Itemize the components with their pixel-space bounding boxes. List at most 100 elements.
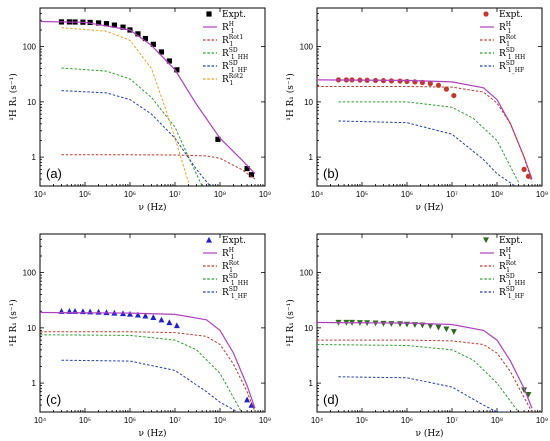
panel-label: (c) (46, 392, 61, 407)
legend-entry: RSD 1_HF (222, 286, 247, 300)
data-point (158, 49, 165, 55)
y-axis-label: ¹H R₁ (s⁻¹) (285, 299, 296, 347)
data-point (174, 67, 180, 73)
data-point (404, 78, 410, 85)
data-point (173, 322, 180, 329)
legend-entry: RSD 1_HH (499, 47, 525, 61)
data-point (388, 321, 395, 327)
series-line (61, 67, 203, 186)
legend-entry: Expt. (499, 10, 523, 20)
x-tick-label: 10⁸ (214, 190, 226, 199)
data-point (150, 41, 156, 47)
series-line (40, 334, 242, 412)
x-tick-label: 10⁹ (259, 190, 271, 199)
data-point (521, 387, 528, 394)
y-tick-label: 10 (304, 98, 313, 107)
data-point (120, 24, 126, 30)
x-tick-label: 10⁴ (34, 190, 47, 199)
data-point (127, 310, 133, 317)
x-tick-label: 10⁹ (259, 416, 271, 425)
x-tick-label: 10⁷ (169, 190, 181, 199)
x-tick-label: 10⁵ (356, 190, 368, 199)
y-tick-label: 10 (27, 98, 36, 107)
y-axis-label: ¹H R₁ (s⁻¹) (8, 73, 19, 121)
legend-marker (483, 237, 489, 244)
plot-area (40, 19, 256, 186)
data-point (397, 321, 404, 328)
data-point (248, 401, 255, 408)
x-tick-label: 10⁷ (446, 190, 458, 199)
data-point (87, 19, 93, 26)
x-tick-label: 10⁴ (311, 416, 324, 425)
x-tick-label: 10⁹ (536, 190, 548, 199)
series-line (40, 20, 256, 175)
x-axis-label: ν (Hz) (416, 202, 444, 213)
legend-entry: RH 1 (222, 247, 234, 261)
legend-entry: RH 1 (222, 21, 234, 35)
data-point (103, 309, 110, 316)
x-tick-label: 10⁵ (79, 416, 91, 425)
series-line (61, 154, 256, 180)
data-point (135, 31, 141, 37)
data-point (397, 78, 403, 84)
data-point (95, 20, 102, 26)
panel-label: (a) (46, 166, 62, 181)
plot-area (317, 77, 533, 186)
data-point (380, 320, 387, 327)
data-point (142, 312, 149, 319)
data-point (95, 308, 102, 315)
legend-entry: RSD 1_HF (222, 60, 247, 74)
data-point (150, 314, 157, 320)
x-tick-label: 10⁸ (491, 416, 503, 425)
legend-entry: Expt. (222, 10, 246, 20)
y-axis-label: ¹H R₁ (s⁻¹) (8, 299, 19, 347)
chart-panel-1: 10⁴ 10⁵ 10⁶ 10⁷ 10⁸ 10⁹ 1 10 100 ν (Hz) ¹H R₁ (s⁻¹… (8, 7, 271, 213)
plot-area (317, 319, 533, 412)
legend-marker (206, 236, 212, 243)
data-point (111, 22, 117, 28)
x-tick-label: 10⁵ (356, 416, 368, 425)
plot-frame (39, 233, 266, 413)
x-axis-label: ν (Hz) (416, 428, 444, 439)
series-line (40, 311, 256, 409)
x-tick-label: 10⁶ (401, 416, 413, 425)
y-tick-label: 100 (300, 269, 314, 278)
legend-entry: RH 1 (499, 247, 511, 261)
legend-marker (206, 11, 212, 17)
x-axis-label: ν (Hz) (139, 428, 167, 439)
series-line (338, 101, 519, 183)
data-point (435, 324, 442, 331)
data-point (248, 172, 255, 178)
series-line (61, 90, 211, 186)
plot-area (40, 308, 256, 412)
x-tick-label: 10⁵ (79, 190, 91, 199)
y-tick-label: 1 (309, 379, 314, 388)
data-point (142, 35, 149, 42)
series-line (40, 331, 256, 412)
panel-label: (b) (323, 166, 339, 181)
x-tick-label: 10⁶ (124, 190, 136, 199)
chart-panel-3: 10⁴ 10⁵ 10⁶ 10⁷ 10⁸ 10⁹ 1 10 100 ν (Hz) ¹H R₁ (s⁻¹… (8, 233, 271, 439)
y-tick-label: 10 (27, 324, 36, 333)
x-tick-label: 10⁶ (401, 190, 413, 199)
series-line (317, 344, 519, 412)
legend-marker (483, 11, 489, 17)
x-tick-label: 10⁸ (491, 190, 503, 199)
x-tick-label: 10⁶ (124, 416, 136, 425)
x-tick-label: 10⁴ (34, 416, 47, 425)
legend-entry: RRot 1 (222, 260, 240, 274)
series-line (61, 359, 239, 412)
data-point (103, 21, 110, 27)
y-axis-label: ¹H R₁ (s⁻¹) (285, 73, 296, 121)
x-tick-label: 10⁷ (446, 416, 458, 425)
y-tick-label: 1 (309, 153, 314, 162)
legend-entry: RRot 1 (499, 260, 517, 274)
data-point (244, 396, 251, 403)
legend-entry: Expt. (499, 236, 523, 246)
plot-frame (39, 7, 266, 187)
legend-entry: RSD 1_HH (222, 273, 248, 287)
